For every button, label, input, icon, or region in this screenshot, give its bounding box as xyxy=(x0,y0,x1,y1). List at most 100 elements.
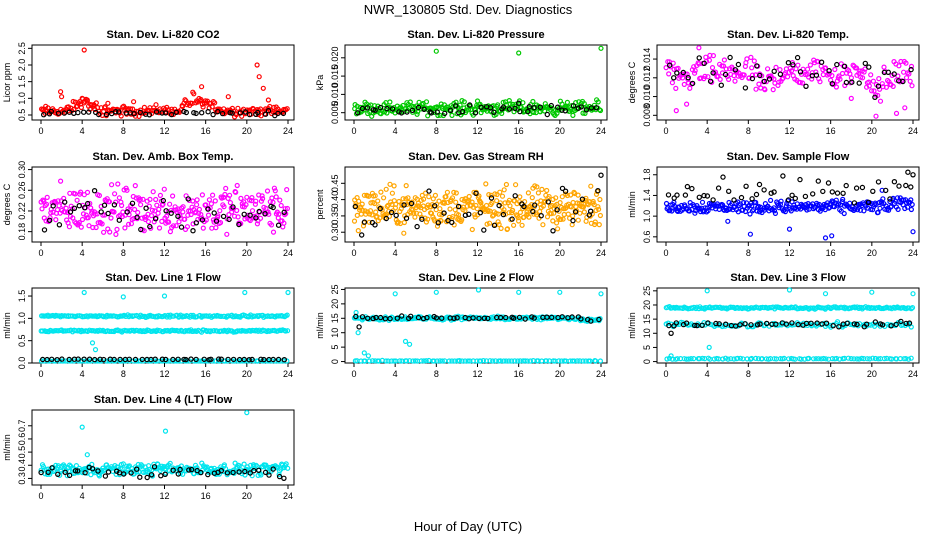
plot-frame xyxy=(31,166,295,243)
data-point xyxy=(664,356,670,362)
data-point xyxy=(748,54,754,61)
data-point xyxy=(86,356,93,362)
data-point xyxy=(529,195,535,201)
data-point xyxy=(851,321,858,327)
data-point xyxy=(571,358,577,364)
data-point xyxy=(387,181,393,187)
data-point xyxy=(449,112,455,119)
data-point xyxy=(510,315,517,321)
data-point xyxy=(908,184,914,190)
data-point xyxy=(412,358,418,364)
data-point xyxy=(262,210,268,217)
data-point xyxy=(839,199,845,205)
data-point xyxy=(126,221,132,227)
data-point xyxy=(480,358,486,364)
outlier-point xyxy=(557,289,563,295)
data-point xyxy=(537,208,543,215)
data-point xyxy=(369,212,375,218)
data-point xyxy=(732,78,738,84)
data-point xyxy=(506,97,512,104)
data-point xyxy=(281,475,287,481)
data-point xyxy=(211,328,217,334)
data-point xyxy=(234,182,240,189)
data-point xyxy=(461,99,467,105)
data-point xyxy=(521,203,527,210)
data-point xyxy=(899,305,905,311)
data-point xyxy=(506,106,513,112)
data-point xyxy=(210,111,216,118)
data-point xyxy=(163,208,169,214)
x-tick-label: 4 xyxy=(80,491,85,501)
data-point xyxy=(519,222,525,228)
data-point xyxy=(512,182,519,188)
series-upper xyxy=(663,287,916,359)
y-tick-label: 0.3 xyxy=(17,472,27,485)
data-point xyxy=(856,356,862,362)
x-tick-label: 0 xyxy=(351,248,356,258)
data-point xyxy=(77,189,84,195)
data-point xyxy=(549,314,555,321)
data-point xyxy=(785,60,792,66)
data-point xyxy=(262,111,269,117)
x-tick-label: 12 xyxy=(159,491,169,501)
outlier-point xyxy=(848,95,854,102)
data-point xyxy=(434,358,440,364)
data-point xyxy=(115,109,122,115)
panel-line2: Stan. Dev. Line 2 Flow 0 4 8 12 16 20 24 0 5 10 15 2… xyxy=(315,272,608,379)
data-point xyxy=(533,212,540,218)
data-point xyxy=(242,109,249,115)
data-point xyxy=(118,202,125,209)
data-point xyxy=(389,190,395,196)
data-point xyxy=(220,213,227,220)
data-point xyxy=(408,313,414,319)
data-point xyxy=(559,107,565,113)
outlier-point xyxy=(392,291,398,297)
y-tick-label: 0.020 xyxy=(330,47,340,70)
x-tick-label: 0 xyxy=(38,248,43,258)
data-point xyxy=(762,87,768,93)
data-point xyxy=(491,109,497,116)
data-point xyxy=(140,196,146,202)
data-point xyxy=(893,321,899,328)
data-point xyxy=(372,107,378,113)
data-point xyxy=(588,183,594,189)
data-point xyxy=(423,99,430,105)
data-point xyxy=(872,355,879,362)
y-axis-label: kPa xyxy=(315,75,325,91)
panel-title: Stan. Dev. Line 4 (LT) Flow xyxy=(94,394,233,406)
data-point xyxy=(366,193,372,199)
data-point xyxy=(71,205,78,211)
data-point xyxy=(459,217,465,223)
data-point xyxy=(817,79,823,85)
data-point xyxy=(872,319,879,325)
data-point xyxy=(550,228,556,234)
data-point xyxy=(100,356,107,363)
x-tick-label: 20 xyxy=(867,248,877,258)
data-point xyxy=(41,111,47,118)
data-point xyxy=(767,197,774,203)
data-point xyxy=(854,321,860,328)
y-tick-label: 5 xyxy=(642,345,652,350)
data-point xyxy=(504,226,511,232)
data-point xyxy=(720,174,726,180)
data-point xyxy=(74,468,81,474)
panel-title: Stan. Dev. Amb. Box Temp. xyxy=(93,151,234,163)
panel-pressure: Stan. Dev. Li-820 Pressure 0 4 8 12 16 20 24 0.0… xyxy=(315,29,608,136)
data-point xyxy=(875,179,882,185)
data-point xyxy=(674,356,681,362)
data-point xyxy=(191,91,197,97)
outlier-point xyxy=(786,226,793,232)
figure-title: NWR_130805 Std. Dev. Diagnostics xyxy=(364,2,573,17)
outlier-point xyxy=(161,293,168,299)
data-point xyxy=(841,210,847,217)
y-tick-label: 1.5 xyxy=(17,75,27,88)
y-tick-label: 0 xyxy=(330,359,340,364)
data-point xyxy=(437,112,443,118)
series-hourly xyxy=(41,187,287,234)
data-point xyxy=(559,185,566,192)
data-point xyxy=(474,206,480,212)
x-tick-label: 4 xyxy=(80,369,85,379)
outlier-point xyxy=(356,324,362,330)
data-point xyxy=(47,215,53,221)
data-point xyxy=(908,206,915,213)
